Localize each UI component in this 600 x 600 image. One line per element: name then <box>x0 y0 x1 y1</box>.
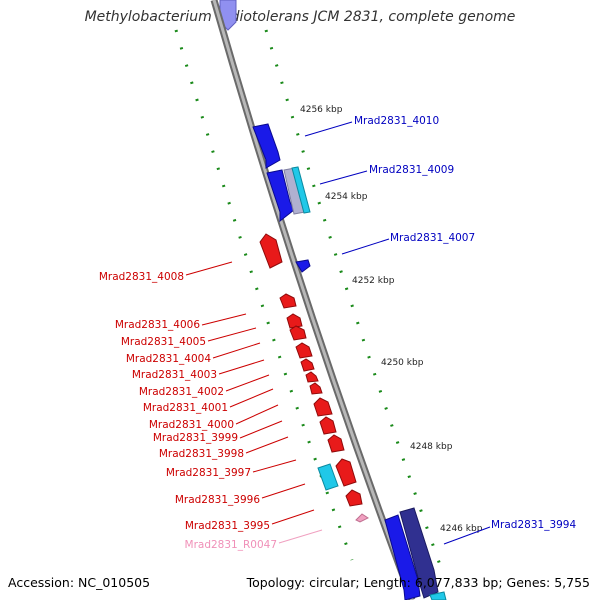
gene-label[interactable]: Mrad2831_4009 <box>369 164 454 176</box>
gene-label[interactable]: Mrad2831_3999 <box>153 432 238 444</box>
reverse-gene[interactable] <box>335 458 357 487</box>
gene-label[interactable]: Mrad2831_3994 <box>491 519 576 531</box>
reverse-gene[interactable] <box>259 233 283 269</box>
scale-tick-label: 4246 kbp <box>440 524 483 534</box>
gene-label[interactable]: Mrad2831_4006 <box>115 319 200 331</box>
reverse-gene[interactable] <box>286 313 303 329</box>
gene-label[interactable]: Mrad2831_4001 <box>143 402 228 414</box>
gene-label[interactable]: Mrad2831_4007 <box>390 232 475 244</box>
outer-dotted-track <box>264 29 442 566</box>
gene-label[interactable]: Mrad2831_3997 <box>166 467 251 479</box>
gene-label[interactable]: Mrad2831_R0047 <box>185 539 277 551</box>
reverse-gene[interactable] <box>305 371 319 383</box>
reverse-gene[interactable] <box>319 416 337 435</box>
rna-gene-labels: Mrad2831_R0047 <box>185 529 323 551</box>
forward-gene[interactable] <box>429 591 447 600</box>
gene-label[interactable]: Mrad2831_4010 <box>354 115 439 127</box>
reverse-genes <box>259 233 369 523</box>
inner-dotted-track <box>174 29 354 561</box>
topology-summary: Topology: circular; Length: 6,077,833 bp… <box>246 575 590 590</box>
scale-tick-label: 4248 kbp <box>410 442 453 452</box>
accession-label: Accession: NC_010505 <box>8 575 151 590</box>
gene-label[interactable]: Mrad2831_4000 <box>149 419 234 431</box>
reverse-gene[interactable] <box>327 434 345 453</box>
map-title: Methylobacterium radiotolerans JCM 2831,… <box>84 9 516 25</box>
reverse-gene[interactable] <box>300 358 315 372</box>
gene-label[interactable]: Mrad2831_4004 <box>126 353 211 365</box>
reverse-gene[interactable] <box>289 325 307 341</box>
gene-label[interactable]: Mrad2831_3998 <box>159 448 244 460</box>
forward-gene-labels: Mrad2831_4010 Mrad2831_4009 Mrad2831_400… <box>304 115 576 545</box>
scale-tick-label: 4254 kbp <box>325 192 368 202</box>
genome-backbone <box>210 0 416 600</box>
gene-label[interactable]: Mrad2831_4002 <box>139 386 224 398</box>
forward-gene[interactable] <box>399 507 439 599</box>
reverse-gene[interactable] <box>309 382 323 395</box>
gene-label[interactable]: Mrad2831_3996 <box>175 494 260 506</box>
reverse-gene-labels: Mrad2831_4008 Mrad2831_4006 Mrad2831_400… <box>99 261 315 532</box>
reverse-gene[interactable] <box>313 397 333 417</box>
scale-tick-label: 4250 kbp <box>381 358 424 368</box>
scale-tick-label: 4252 kbp <box>352 276 395 286</box>
scale-ticks: 4256 kbp 4254 kbp 4252 kbp 4250 kbp 4248… <box>300 105 483 534</box>
gene-label[interactable]: Mrad2831_3995 <box>185 520 270 532</box>
reverse-gene[interactable] <box>317 463 339 491</box>
reverse-gene[interactable] <box>295 342 313 359</box>
forward-gene[interactable] <box>291 166 311 214</box>
gene-label[interactable]: Mrad2831_4003 <box>132 369 217 381</box>
rna-gene[interactable] <box>355 513 369 523</box>
forward-gene[interactable] <box>252 123 281 169</box>
scale-tick-label: 4256 kbp <box>300 105 343 115</box>
forward-genes <box>252 123 447 600</box>
forward-gene[interactable] <box>384 514 421 600</box>
reverse-gene[interactable] <box>279 293 297 309</box>
reverse-gene[interactable] <box>345 489 363 507</box>
gene-label[interactable]: Mrad2831_4005 <box>121 336 206 348</box>
gene-label[interactable]: Mrad2831_4008 <box>99 271 184 283</box>
forward-gene[interactable] <box>295 259 311 273</box>
